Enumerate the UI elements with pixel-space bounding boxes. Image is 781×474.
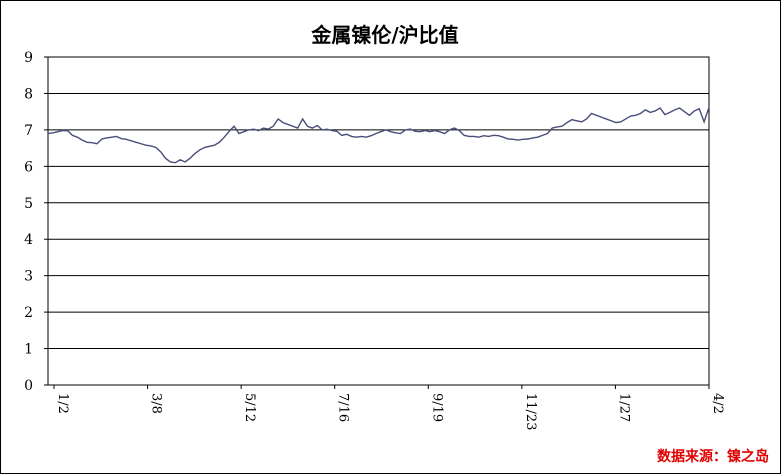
y-tick-label: 1 <box>24 342 33 358</box>
chart-title: 金属镍伦/沪比值 <box>310 23 458 47</box>
y-tick-label: 7 <box>24 123 33 139</box>
y-tick-label: 6 <box>24 159 33 175</box>
grid-lines <box>48 92 709 350</box>
y-tick-label: 4 <box>24 232 33 248</box>
series-line <box>47 107 710 164</box>
x-tick-label: 5/12 <box>242 393 257 422</box>
y-axis: 0 1 2 3 4 5 6 7 8 9 <box>24 50 48 394</box>
y-tick-label: 3 <box>24 269 33 285</box>
x-tick-label: 11/23 <box>523 393 538 430</box>
y-tick-label: 0 <box>24 378 33 394</box>
y-tick-label: 8 <box>24 86 33 102</box>
y-tick-label: 5 <box>24 196 33 212</box>
x-axis: 1/2 3/8 5/12 7/16 9/19 11/23 1/27 4/2 <box>53 385 725 430</box>
y-tick-label: 9 <box>24 50 33 66</box>
x-tick-label: 9/19 <box>429 393 444 422</box>
y-tick-label: 2 <box>24 305 33 321</box>
source-note: 数据来源：镍之岛 <box>657 448 769 465</box>
x-tick-label: 7/16 <box>336 393 351 422</box>
x-tick-label: 4/2 <box>710 393 725 414</box>
x-tick-label: 1/27 <box>616 393 631 422</box>
x-tick-label: 3/8 <box>149 393 164 414</box>
x-tick-label: 1/2 <box>55 393 70 414</box>
plot-area <box>47 56 710 386</box>
